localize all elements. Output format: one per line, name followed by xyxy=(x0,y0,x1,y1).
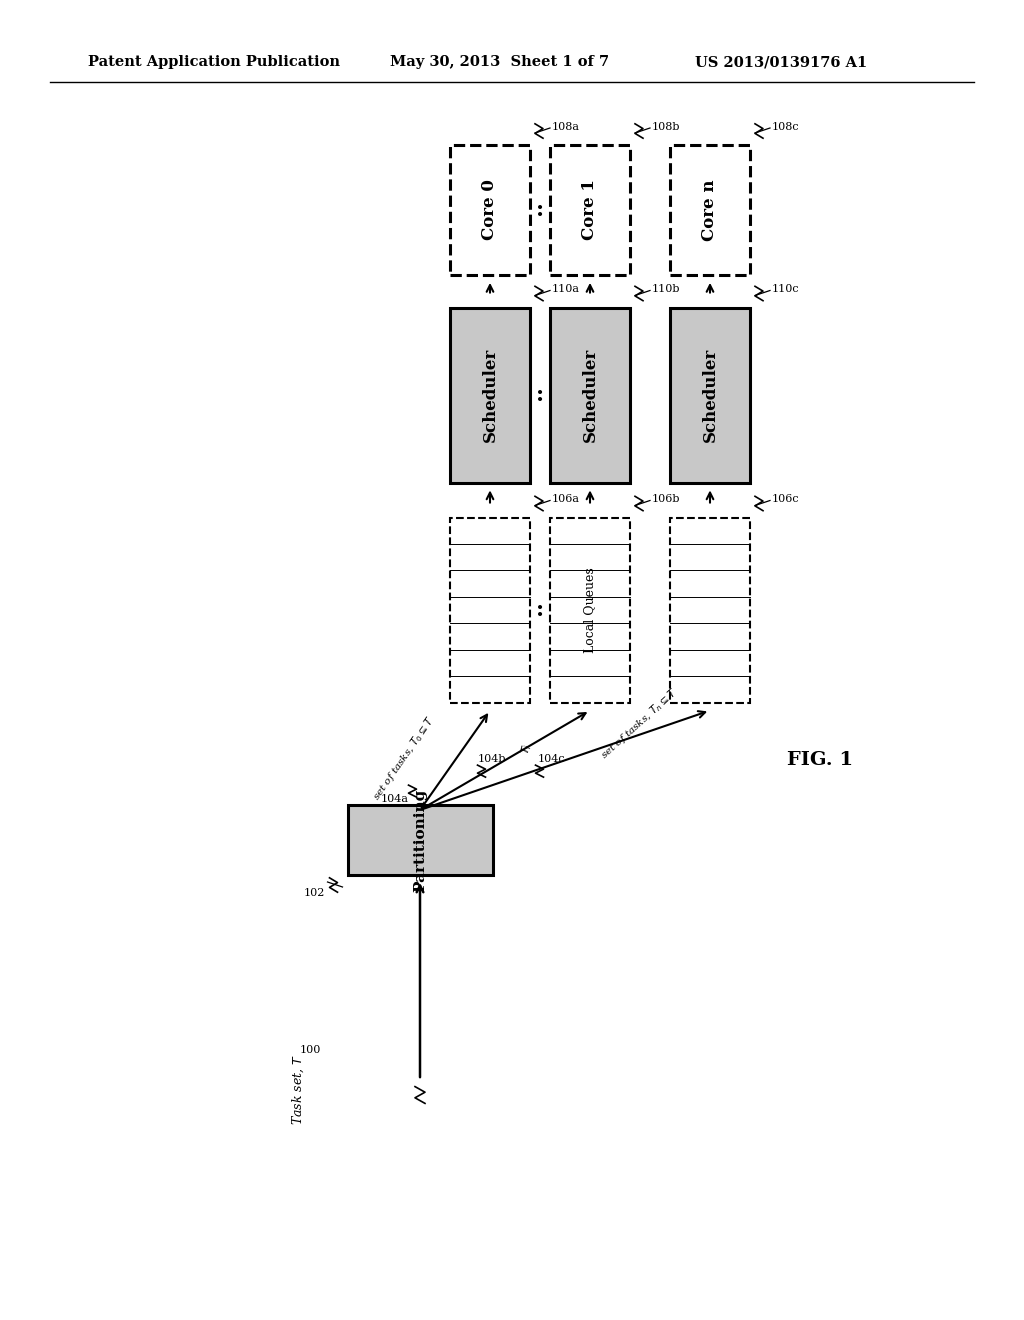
Text: FIG. 1: FIG. 1 xyxy=(786,751,853,770)
Text: Partitioning: Partitioning xyxy=(413,788,427,891)
Text: 110b: 110b xyxy=(652,285,681,294)
Text: US 2013/0139176 A1: US 2013/0139176 A1 xyxy=(695,55,867,69)
Text: Scheduler: Scheduler xyxy=(481,348,499,442)
Text: 104c: 104c xyxy=(538,754,565,764)
Text: 110c: 110c xyxy=(772,285,800,294)
Text: 104b: 104b xyxy=(477,754,506,764)
Text: 108a: 108a xyxy=(552,121,580,132)
Text: Scheduler: Scheduler xyxy=(582,348,598,442)
Text: set of tasks, $T_0 \subseteq T$: set of tasks, $T_0 \subseteq T$ xyxy=(370,714,437,804)
Bar xyxy=(550,145,630,275)
Text: 110a: 110a xyxy=(552,285,580,294)
Text: Core 1: Core 1 xyxy=(582,180,598,240)
Text: Local Queues: Local Queues xyxy=(584,568,597,653)
Text: :: : xyxy=(536,599,544,620)
Bar xyxy=(550,517,630,702)
Text: Scheduler: Scheduler xyxy=(701,348,719,442)
Text: :: : xyxy=(536,199,544,220)
Text: 106c: 106c xyxy=(772,495,800,504)
Text: 108c: 108c xyxy=(772,121,800,132)
Bar xyxy=(670,308,750,483)
Bar xyxy=(670,517,750,702)
Text: 104a: 104a xyxy=(381,795,409,804)
Text: 102: 102 xyxy=(304,888,326,898)
Bar xyxy=(450,517,530,702)
Text: $T_i$: $T_i$ xyxy=(519,742,536,756)
Text: :: : xyxy=(536,384,544,407)
Text: 108b: 108b xyxy=(652,121,681,132)
Text: May 30, 2013  Sheet 1 of 7: May 30, 2013 Sheet 1 of 7 xyxy=(390,55,609,69)
Text: 106a: 106a xyxy=(552,495,580,504)
Bar xyxy=(670,145,750,275)
Bar xyxy=(450,145,530,275)
Bar xyxy=(550,308,630,483)
Text: 106b: 106b xyxy=(652,495,681,504)
Text: Task set, $T$: Task set, $T$ xyxy=(290,1055,306,1126)
Text: Patent Application Publication: Patent Application Publication xyxy=(88,55,340,69)
Text: Core 0: Core 0 xyxy=(481,180,499,240)
Bar xyxy=(450,308,530,483)
Bar xyxy=(347,805,493,875)
Text: Core n: Core n xyxy=(701,180,719,240)
Text: 100: 100 xyxy=(299,1045,321,1055)
Text: set of tasks, $T_n \subseteq T$: set of tasks, $T_n \subseteq T$ xyxy=(598,685,681,762)
